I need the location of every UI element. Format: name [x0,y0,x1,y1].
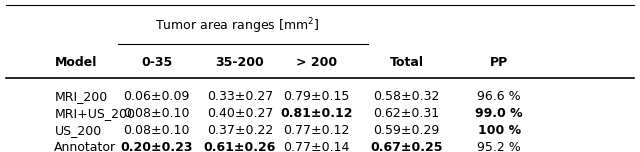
Text: 96.6 %: 96.6 % [477,90,521,103]
Text: MRI_200: MRI_200 [54,90,108,103]
Text: 100 %: 100 % [477,124,521,137]
Text: US_200: US_200 [54,124,102,137]
Text: 35-200: 35-200 [216,56,264,69]
Text: 0.61±0.26: 0.61±0.26 [204,141,276,152]
Text: 0.59±0.29: 0.59±0.29 [373,124,440,137]
Text: 95.2 %: 95.2 % [477,141,521,152]
Text: > 200: > 200 [296,56,337,69]
Text: MRI+US_200: MRI+US_200 [54,107,136,120]
Text: 0.33±0.27: 0.33±0.27 [207,90,273,103]
Text: 0.40±0.27: 0.40±0.27 [207,107,273,120]
Text: 0.08±0.10: 0.08±0.10 [124,124,190,137]
Text: 99.0 %: 99.0 % [476,107,523,120]
Text: Total: Total [389,56,424,69]
Text: 0.20±0.23: 0.20±0.23 [120,141,193,152]
Text: 0.58±0.32: 0.58±0.32 [373,90,440,103]
Text: 0.67±0.25: 0.67±0.25 [370,141,443,152]
Text: 0.62±0.31: 0.62±0.31 [373,107,440,120]
Text: PP: PP [490,56,508,69]
Text: 0.06±0.09: 0.06±0.09 [124,90,190,103]
Text: 0.08±0.10: 0.08±0.10 [124,107,190,120]
Text: Annotator: Annotator [54,141,116,152]
Text: Model: Model [54,56,97,69]
Text: 0.77±0.14: 0.77±0.14 [284,141,350,152]
Text: 0-35: 0-35 [141,56,172,69]
Text: 0.37±0.22: 0.37±0.22 [207,124,273,137]
Text: Tumor area ranges [mm$^2$]: Tumor area ranges [mm$^2$] [154,16,319,36]
Text: 0.81±0.12: 0.81±0.12 [280,107,353,120]
Text: 0.79±0.15: 0.79±0.15 [284,90,350,103]
Text: 0.77±0.12: 0.77±0.12 [284,124,350,137]
